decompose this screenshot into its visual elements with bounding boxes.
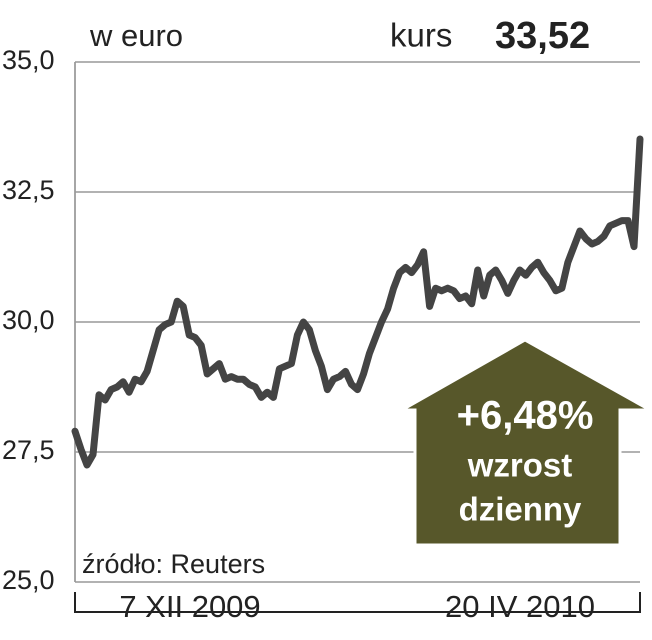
change-text: wzrost [467,447,573,484]
unit-label: w euro [89,18,183,53]
change: +6,48% [457,394,594,438]
x-label-start: 7 XII 2009 [119,589,260,624]
change-text: dzienny [459,491,582,528]
y-tick-label: 32,5 [2,175,55,205]
y-tick-label: 30,0 [2,305,55,335]
x-axis-bracket [74,592,641,613]
price: 33,52 [495,15,590,57]
price-line [71,135,644,469]
y-tick-label: 27,5 [2,435,55,465]
source: źródło: Reuters [82,549,265,579]
y-tick-label: 25,0 [2,565,55,595]
arrow [396,338,652,547]
plot: 25,0 27,5 30,0 32,5 35,0 [2,45,644,595]
x-label-end: 20 IV 2010 [445,589,595,624]
price-label: kurs [390,17,452,54]
y-tick-label: 35,0 [2,45,55,75]
change-badge: +6,48% wzrost dzienny [396,338,652,547]
